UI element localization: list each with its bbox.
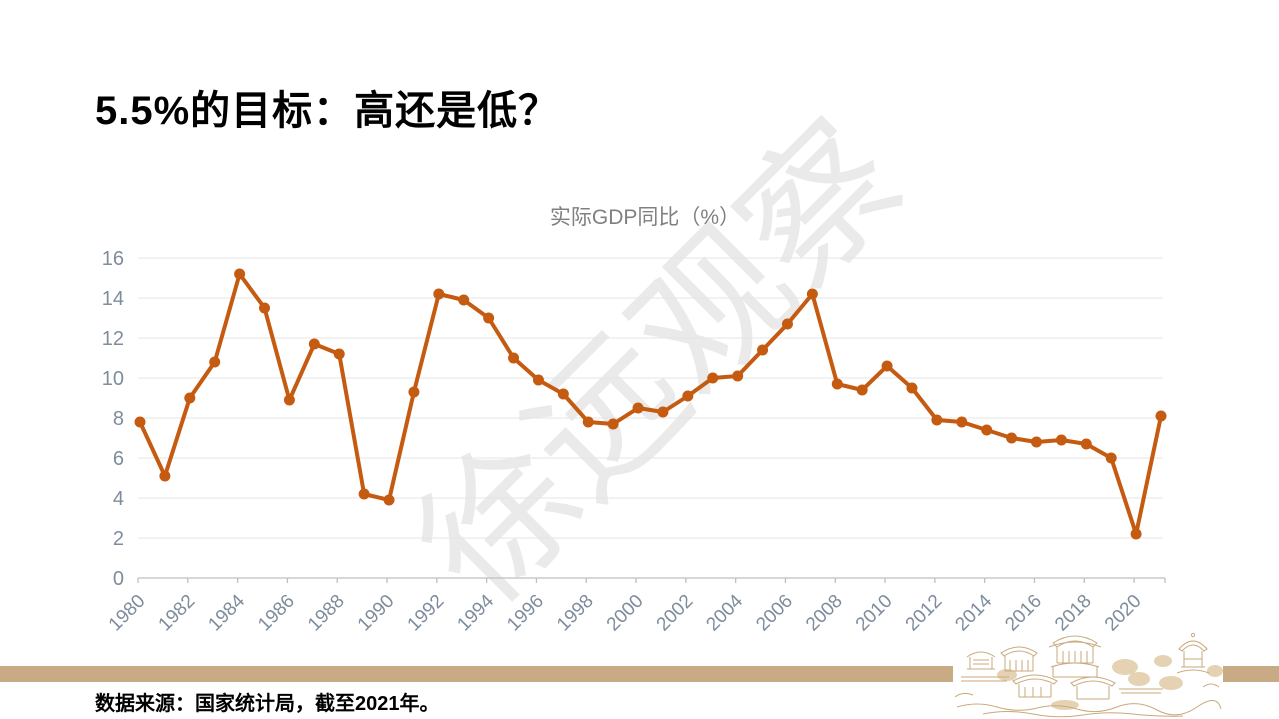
svg-text:4: 4 bbox=[113, 488, 124, 510]
svg-text:1980: 1980 bbox=[105, 591, 150, 636]
svg-text:2004: 2004 bbox=[702, 590, 747, 635]
architecture-sketch-icon bbox=[953, 627, 1223, 719]
svg-text:6: 6 bbox=[113, 448, 124, 470]
svg-text:1996: 1996 bbox=[503, 591, 548, 636]
svg-text:1988: 1988 bbox=[304, 591, 349, 636]
svg-text:2012: 2012 bbox=[902, 591, 947, 636]
svg-text:1992: 1992 bbox=[404, 591, 449, 636]
svg-text:2010: 2010 bbox=[852, 591, 897, 636]
svg-text:0: 0 bbox=[113, 568, 124, 590]
svg-text:8: 8 bbox=[113, 408, 124, 430]
svg-text:2: 2 bbox=[113, 528, 124, 550]
gdp-line-chart: 实际GDP同比（%） 0 2 4 6 8 10 12 14 16 1980 1982 1984 1986… bbox=[90, 190, 1200, 645]
svg-text:2016: 2016 bbox=[1001, 591, 1046, 636]
svg-text:1984: 1984 bbox=[204, 590, 249, 635]
svg-text:1982: 1982 bbox=[155, 591, 200, 636]
svg-text:14: 14 bbox=[102, 288, 124, 310]
svg-text:16: 16 bbox=[102, 248, 124, 270]
svg-text:2014: 2014 bbox=[951, 590, 996, 635]
svg-text:2018: 2018 bbox=[1051, 591, 1096, 636]
svg-text:1986: 1986 bbox=[254, 591, 299, 636]
svg-text:1998: 1998 bbox=[553, 591, 598, 636]
svg-text:2020: 2020 bbox=[1101, 591, 1146, 636]
svg-text:10: 10 bbox=[102, 368, 124, 390]
chart-title: 实际GDP同比（%） bbox=[549, 206, 741, 229]
slide-title: 5.5%的目标：高还是低？ bbox=[95, 89, 560, 133]
svg-text:2006: 2006 bbox=[752, 591, 797, 636]
svg-text:1994: 1994 bbox=[453, 590, 498, 635]
svg-text:2000: 2000 bbox=[603, 591, 648, 636]
svg-text:2002: 2002 bbox=[653, 591, 698, 636]
source-note: 数据来源：国家统计局，截至2021年。 bbox=[95, 693, 440, 715]
svg-text:2008: 2008 bbox=[802, 591, 847, 636]
svg-text:12: 12 bbox=[102, 328, 124, 350]
svg-text:1990: 1990 bbox=[354, 591, 399, 636]
